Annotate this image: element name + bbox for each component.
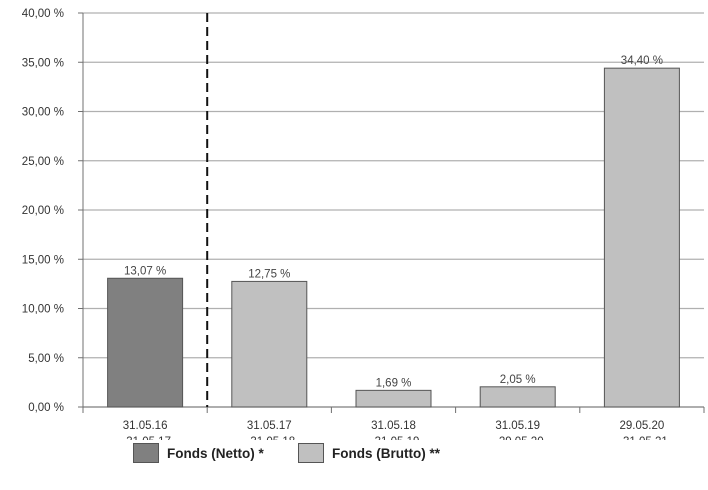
bar — [355, 389, 432, 408]
x-tick-label: - 31.05.17 — [119, 436, 171, 440]
bar — [231, 280, 308, 408]
x-tick-label: 31.05.18 — [371, 420, 416, 432]
y-tick-label: 5,00 % — [28, 353, 64, 365]
y-tick-label: 15,00 % — [22, 254, 64, 266]
chart-legend: Fonds (Netto) * Fonds (Brutto) ** — [0, 440, 708, 466]
bar-value-label: 13,07 % — [124, 265, 166, 277]
legend-item-brutto: Fonds (Brutto) ** — [298, 440, 440, 466]
x-tick-label: - 29.05.20 — [492, 436, 544, 440]
legend-label-brutto: Fonds (Brutto) ** — [332, 445, 440, 461]
legend-item-netto: Fonds (Netto) * — [133, 440, 264, 466]
x-tick-label: - 31.05.21 — [616, 436, 668, 440]
y-tick-label: 10,00 % — [22, 304, 64, 316]
x-tick-label: 31.05.19 — [495, 420, 540, 432]
y-tick-label: 0,00 % — [28, 402, 64, 414]
bar-value-label: 34,40 % — [621, 55, 663, 67]
x-tick-label: 31.05.16 — [123, 420, 168, 432]
y-tick-label: 25,00 % — [22, 156, 64, 168]
y-tick-label: 20,00 % — [22, 205, 64, 217]
x-tick-label: 29.05.20 — [620, 420, 665, 432]
bar-value-label: 12,75 % — [248, 268, 290, 280]
bar — [107, 277, 184, 408]
legend-label-netto: Fonds (Netto) * — [167, 445, 264, 461]
bar-value-label: 1,69 % — [376, 377, 412, 389]
bar — [479, 386, 556, 408]
y-tick-label: 40,00 % — [22, 8, 64, 20]
legend-swatch-brutto — [298, 443, 324, 463]
x-tick-label: - 31.05.19 — [368, 436, 420, 440]
bar — [603, 67, 680, 408]
bar-value-label: 2,05 % — [500, 374, 536, 386]
y-tick-label: 35,00 % — [22, 57, 64, 69]
bar-chart: 0,00 % 5,00 % 10,00 % 15,00 % 20,00 % 25,00 %… — [22, 8, 705, 440]
y-tick-label: 30,00 % — [22, 107, 64, 119]
legend-swatch-netto — [133, 443, 159, 463]
x-tick-label: - 31.05.18 — [243, 436, 295, 440]
x-tick-label: 31.05.17 — [247, 420, 292, 432]
